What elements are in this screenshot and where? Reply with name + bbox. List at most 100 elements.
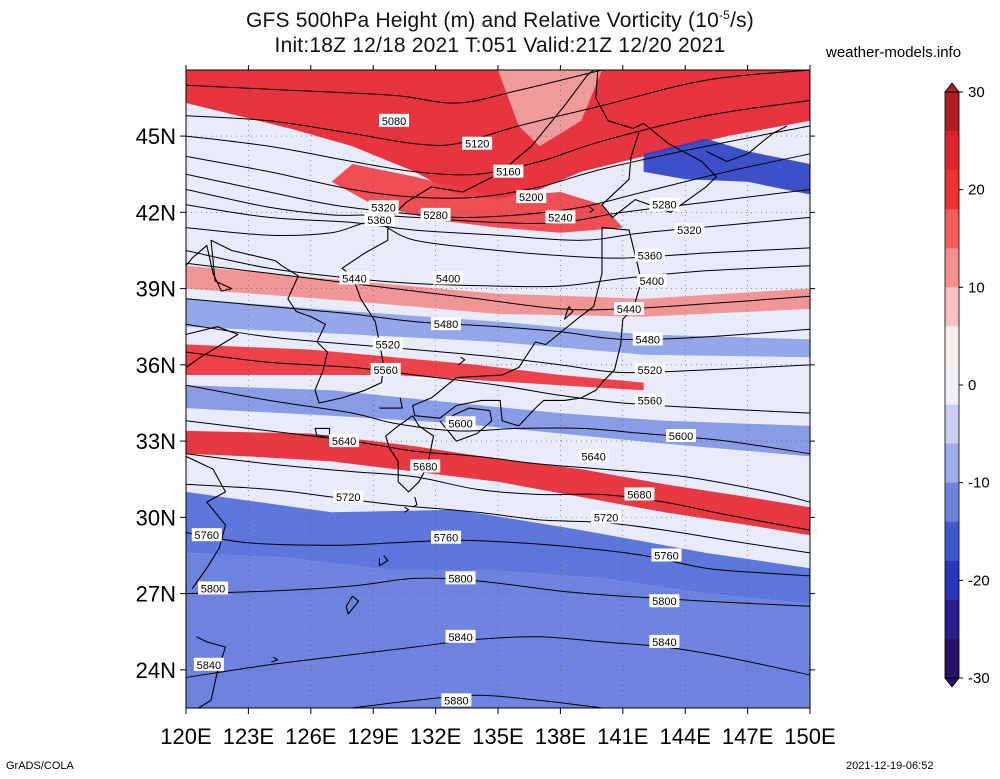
contour-label: 5320	[371, 202, 395, 214]
contour-label: 5840	[448, 632, 472, 644]
contour-label: 5800	[201, 584, 225, 596]
title-text: GFS 500hPa Height (m) and Relative Vorti…	[246, 9, 719, 32]
brand-label: weather-models.info	[826, 44, 962, 61]
footer-timestamp: 2021-12-19-06:52	[846, 760, 934, 772]
colorbar-segment	[945, 560, 959, 601]
lat-tick-label: 42N	[136, 200, 176, 225]
contour-label-bg	[634, 362, 665, 376]
contour-label: 5760	[654, 550, 678, 562]
lat-tick-label: 27N	[136, 582, 176, 607]
contour-label-bg	[614, 301, 645, 315]
contour-label-bg	[329, 434, 360, 448]
coastline	[186, 455, 227, 589]
contour-label-bg	[431, 530, 461, 544]
contour-label-bg	[420, 207, 451, 221]
contour-label: 5280	[423, 210, 447, 222]
contour-label: 5480	[434, 319, 458, 331]
contour-label-bg	[591, 510, 622, 524]
colorbar-segment	[945, 131, 959, 171]
colorbar: 30 20 10 0 -10 -20 -30	[944, 82, 990, 688]
colorbar-segment	[945, 287, 959, 327]
vorticity-positive-band	[186, 430, 810, 536]
contour-label-bg	[372, 337, 403, 351]
contour-label: 5400	[436, 273, 460, 285]
contour-label: 5360	[367, 215, 391, 227]
graticule	[186, 70, 810, 708]
height-contour-line	[186, 532, 810, 577]
contour-label-bg	[462, 136, 493, 150]
contour-label-bg	[632, 332, 663, 346]
contour-label-bg	[545, 210, 576, 224]
colorbar-tick-label: 30	[968, 84, 985, 101]
lon-tick-label: 147E	[722, 724, 773, 749]
height-contour-line	[186, 153, 810, 218]
map-title-line2: Init:18Z 12/18 2021 T:051 Valid:21Z 12/2…	[274, 34, 726, 57]
contour-label-bg	[634, 393, 665, 407]
contour-label-bg	[674, 223, 705, 237]
lon-tick-label: 129E	[348, 724, 399, 749]
contour-label: 5360	[638, 251, 662, 263]
contour-label: 5400	[640, 276, 664, 288]
lat-tick-label: 39N	[136, 277, 176, 302]
contour-label-bg	[339, 271, 370, 285]
colorbar-segment	[945, 248, 959, 288]
contour-label-bg	[578, 449, 609, 463]
lon-tick-label: 144E	[660, 724, 711, 749]
coastline	[589, 206, 595, 213]
contour-label-bg	[624, 487, 655, 501]
coastline	[379, 397, 403, 409]
colorbar-segment	[945, 404, 959, 445]
lat-tick-label: 24N	[136, 658, 176, 683]
height-contour-line	[186, 323, 810, 374]
contour-label: 5640	[581, 451, 605, 463]
height-contour-line	[186, 100, 810, 176]
colorbar-segment	[945, 482, 959, 523]
height-contour-line	[352, 694, 603, 708]
contour-label: 5280	[652, 200, 676, 212]
coastline	[271, 656, 279, 663]
contour-label: 5520	[376, 340, 400, 352]
contour-label-bg	[433, 271, 464, 285]
height-contour-line	[186, 125, 810, 199]
contour-label-bg	[651, 548, 682, 562]
contour-label: 5800	[652, 596, 676, 608]
contour-label: 5440	[617, 304, 641, 316]
longitude-axis: 120E 123E 126E 129E 132E 135E 138E 141E 144E 147E…	[160, 65, 836, 749]
colorbar-segment	[945, 521, 959, 562]
coastlines	[186, 70, 788, 708]
height-contour-line	[186, 577, 810, 607]
contour-label-bg	[649, 594, 680, 608]
colorbar-segment	[945, 599, 959, 640]
colorbar-segment	[945, 638, 959, 679]
height-contour-line	[186, 384, 810, 455]
title-text-end: /s)	[730, 9, 754, 32]
contour-label: 5520	[638, 365, 662, 377]
lon-tick-label: 150E	[784, 724, 835, 749]
colorbar-segment	[945, 209, 959, 249]
lon-tick-label: 135E	[472, 724, 523, 749]
contour-label-bg	[493, 164, 524, 178]
height-contour-line	[186, 70, 603, 104]
coastline	[275, 260, 385, 404]
contour-label: 5800	[448, 573, 472, 585]
height-contour-line	[186, 453, 810, 531]
contour-label-bg	[193, 657, 224, 671]
map-title-line1: GFS 500hPa Height (m) and Relative Vorti…	[100, 8, 900, 33]
coastline	[378, 555, 389, 567]
height-contour-line	[186, 636, 810, 678]
contour-label: 5320	[677, 225, 701, 237]
lon-tick-label: 132E	[410, 724, 461, 749]
colorbar-tick-label: -30	[968, 670, 990, 687]
contour-label: 5720	[336, 492, 360, 504]
height-contours: 5080512051605200524052805280532053205360…	[186, 70, 810, 708]
title-superscript: -5	[718, 8, 731, 22]
coastline	[345, 595, 360, 615]
colorbar-tick-label: 0	[968, 377, 976, 394]
coastline	[385, 415, 435, 493]
vorticity-positive-band	[186, 70, 810, 200]
colorbar-top-arrow	[944, 82, 960, 93]
contour-label: 5440	[342, 273, 366, 285]
contour-label-bg	[191, 528, 222, 542]
contour-label-bg	[445, 629, 476, 643]
colorbar-tick-label: 20	[968, 182, 985, 199]
